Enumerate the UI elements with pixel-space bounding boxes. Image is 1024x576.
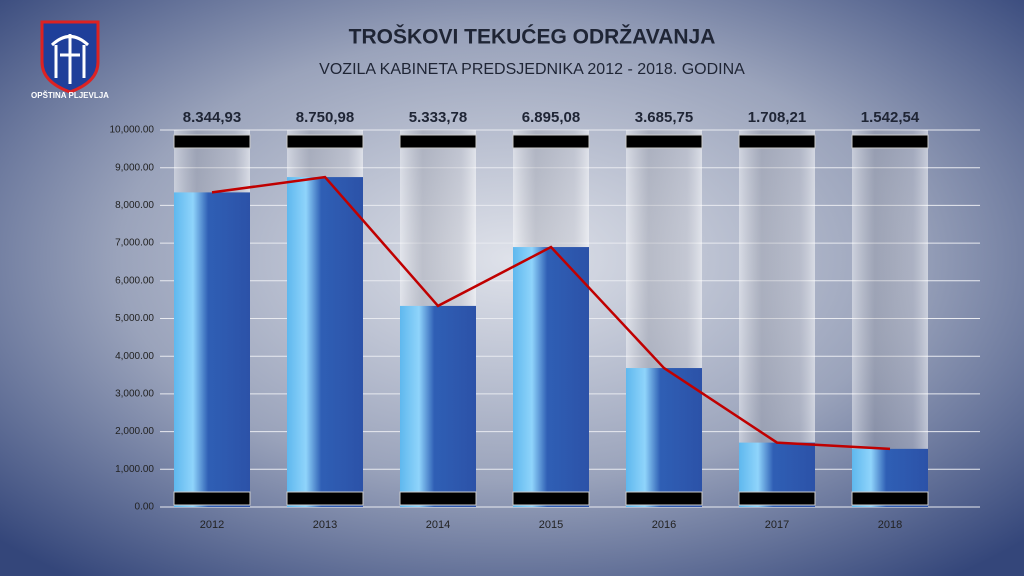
value-label: 8.344,93	[183, 109, 241, 126]
x-tick-label: 2012	[200, 519, 224, 531]
cylinder-cap	[512, 134, 590, 149]
cylinder-base	[512, 491, 590, 506]
x-tick-label: 2018	[878, 519, 902, 531]
logo: OPŠTINA PLJEVLJA	[31, 20, 109, 100]
shield-emblem	[50, 34, 90, 84]
x-tick-label: 2016	[652, 519, 676, 531]
cylinder-cap	[738, 134, 816, 149]
y-tick-label: 7,000.00	[115, 238, 154, 249]
bar	[174, 192, 250, 508]
bar	[513, 247, 589, 507]
value-label: 5.333,78	[409, 109, 467, 126]
cylinder	[852, 130, 928, 507]
y-tick-label: 1,000.00	[115, 464, 154, 475]
chart-subtitle: VOZILA KABINETA PREDSJEDNIKA 2012 - 2018…	[319, 61, 745, 78]
y-tick-label: 6,000.00	[115, 275, 154, 286]
value-label: 6.895,08	[522, 109, 580, 126]
x-tick-label: 2014	[426, 519, 450, 531]
cylinder-cap	[286, 134, 364, 149]
x-tick-label: 2015	[539, 519, 563, 531]
bar	[626, 368, 702, 507]
y-tick-label: 0.00	[135, 502, 155, 513]
trend-line	[211, 175, 891, 451]
cylinder-base	[399, 491, 477, 506]
y-tick-label: 8,000.00	[115, 200, 154, 211]
cylinder-base	[173, 491, 251, 506]
cylinder-base	[286, 491, 364, 506]
y-tick-label: 4,000.00	[115, 351, 154, 362]
logo-text: OPŠTINA PLJEVLJA	[31, 91, 109, 100]
y-tick-label: 9,000.00	[115, 162, 154, 173]
value-label: 8.750,98	[296, 109, 354, 126]
y-tick-label: 3,000.00	[115, 389, 154, 400]
y-tick-label: 2,000.00	[115, 426, 154, 437]
cylinder-base	[851, 491, 929, 506]
bar	[287, 177, 363, 507]
cylinder-cap	[173, 134, 251, 149]
x-tick-label: 2017	[765, 519, 789, 531]
cylinder-base	[738, 491, 816, 506]
x-tick-label: 2013	[313, 519, 337, 531]
value-label: 1.542,54	[861, 109, 920, 126]
value-label: 1.708,21	[748, 109, 806, 126]
cylinder-cap	[851, 134, 929, 149]
cylinder-base	[625, 491, 703, 506]
cylinder-cap	[399, 134, 477, 149]
value-label: 3.685,75	[635, 109, 693, 126]
y-tick-label: 5,000.00	[115, 313, 154, 324]
chart-title: TROŠKOVI TEKUĆEG ODRŽAVANJA	[349, 25, 716, 49]
bar	[400, 305, 476, 507]
cylinder-cap	[625, 134, 703, 149]
y-tick-label: 10,000.00	[110, 125, 155, 136]
